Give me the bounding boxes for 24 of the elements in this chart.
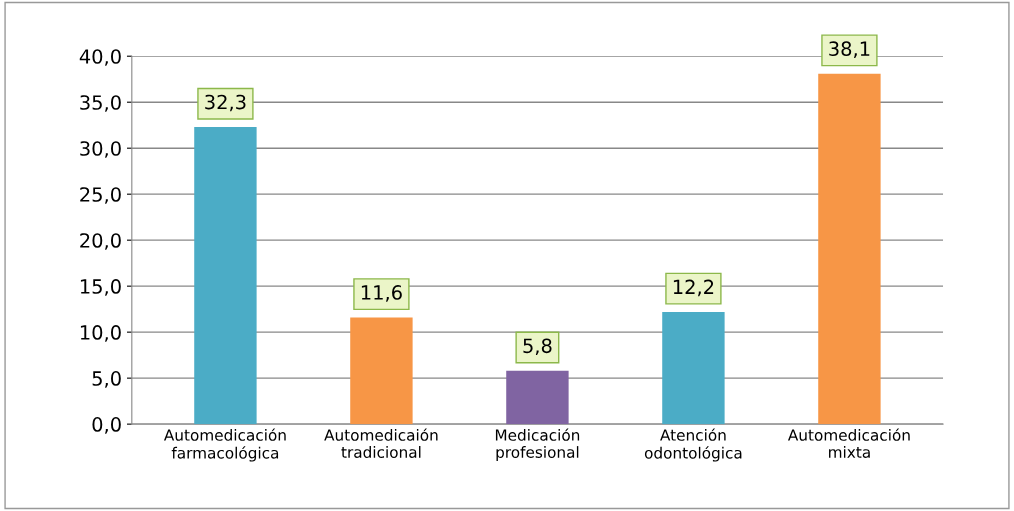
- bar: [350, 317, 413, 425]
- bar: [506, 370, 569, 425]
- bar: [662, 311, 725, 425]
- y-tick-label: 30,0: [80, 141, 121, 158]
- y-tick-label: 35,0: [80, 95, 121, 112]
- y-tick-label: 15,0: [80, 279, 121, 296]
- data-label: 38,1: [829, 41, 870, 59]
- x-tick-label: Automedicación mixta: [787, 428, 910, 458]
- data-label: 12,2: [673, 279, 714, 297]
- data-label: 32,3: [205, 94, 246, 112]
- data-label: 5,8: [523, 338, 552, 356]
- y-tick-label: 25,0: [80, 187, 121, 204]
- y-tick-label: 5,0: [92, 371, 121, 388]
- y-tick-label: 40,0: [79, 49, 121, 66]
- y-tick-label: 0,0: [92, 417, 121, 434]
- bar: [818, 73, 881, 425]
- x-tick-label: Automedicaión tradicional: [324, 428, 438, 458]
- x-tick-label: Medicación profesional: [495, 428, 580, 461]
- y-tick-label: 10,0: [80, 325, 121, 342]
- bar: [194, 127, 257, 425]
- x-tick-label: Automedicación farmacológica: [163, 428, 286, 462]
- y-tick-label: 20,0: [80, 233, 121, 250]
- data-label: 11,6: [361, 285, 402, 302]
- x-tick-label: Atención odontológica: [644, 428, 742, 462]
